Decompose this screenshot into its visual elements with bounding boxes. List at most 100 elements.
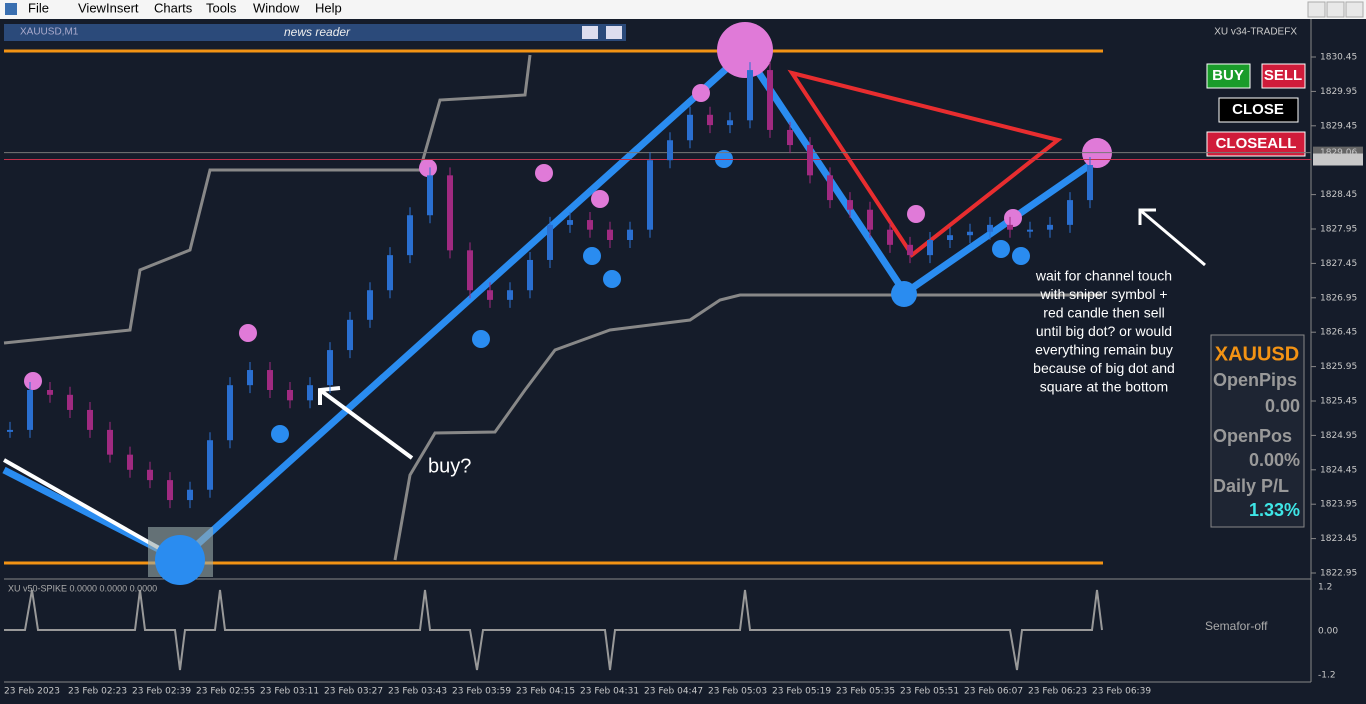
time-label: 23 Feb 04:47 bbox=[644, 687, 703, 697]
buy-label: BUY bbox=[1212, 67, 1244, 84]
buy-annotation: buy? bbox=[428, 455, 471, 477]
spike-line bbox=[4, 589, 1103, 671]
time-label: 23 Feb 05:03 bbox=[708, 687, 767, 697]
candle bbox=[247, 370, 253, 386]
menu-item[interactable]: Window bbox=[253, 0, 300, 15]
candle bbox=[47, 389, 53, 395]
time-label: 23 Feb 05:19 bbox=[772, 687, 831, 697]
candle bbox=[1087, 165, 1093, 201]
candle bbox=[807, 145, 813, 176]
time-label: 23 Feb 06:23 bbox=[1028, 687, 1087, 697]
price-tick-label: 1829.45 bbox=[1320, 121, 1357, 131]
time-label: 23 Feb 03:59 bbox=[452, 687, 511, 697]
candle bbox=[1027, 229, 1033, 232]
price-tick-label: 1823.45 bbox=[1320, 534, 1357, 544]
menu-item[interactable]: Help bbox=[315, 0, 342, 15]
candle bbox=[767, 70, 773, 130]
panel-daily-label: Daily P/L bbox=[1213, 476, 1289, 496]
panel-symbol: XAUUSD bbox=[1215, 343, 1299, 365]
close-label: CLOSE bbox=[1232, 101, 1284, 118]
candle bbox=[487, 290, 493, 300]
expert-label: XU v34-TRADEFX bbox=[1214, 27, 1297, 38]
candle bbox=[567, 220, 573, 225]
candle bbox=[587, 220, 593, 230]
time-label: 23 Feb 02:39 bbox=[132, 687, 191, 697]
buy-button[interactable] bbox=[1206, 63, 1251, 89]
candle bbox=[107, 429, 113, 455]
menu-item[interactable]: Charts bbox=[154, 0, 193, 15]
arrow-note bbox=[1139, 208, 1206, 267]
news-label: news reader bbox=[284, 25, 351, 39]
candle bbox=[607, 229, 613, 241]
candle bbox=[1067, 200, 1073, 225]
candle bbox=[1047, 224, 1053, 230]
candle bbox=[127, 454, 133, 470]
price-tick-label: 1824.95 bbox=[1320, 431, 1357, 441]
candle bbox=[1007, 224, 1013, 230]
menu-item[interactable]: View bbox=[78, 0, 107, 15]
close-button[interactable] bbox=[1218, 97, 1299, 123]
minimize[interactable] bbox=[1307, 1, 1326, 18]
candle bbox=[7, 429, 13, 432]
news-close[interactable] bbox=[606, 26, 622, 39]
panel-open-pips: 0.00 bbox=[1265, 396, 1300, 416]
close-window[interactable] bbox=[1345, 1, 1364, 18]
candle bbox=[167, 480, 173, 501]
arrow-head bbox=[1138, 208, 1156, 225]
menu-item[interactable]: File bbox=[28, 0, 49, 15]
symbol-label: XAUUSD,M1 bbox=[20, 27, 79, 38]
closeall-label: CLOSEALL bbox=[1216, 135, 1297, 152]
panel-open-pos-label: OpenPos bbox=[1213, 426, 1292, 446]
app-icon bbox=[5, 3, 17, 15]
candle bbox=[727, 120, 733, 126]
candle bbox=[147, 469, 153, 481]
note-line: until big dot? or would bbox=[1036, 323, 1172, 339]
candle bbox=[787, 129, 793, 146]
candle bbox=[547, 224, 553, 260]
closeall-button[interactable] bbox=[1206, 131, 1306, 157]
candle bbox=[467, 250, 473, 291]
sell-label: SELL bbox=[1264, 67, 1302, 84]
news-up[interactable] bbox=[582, 26, 598, 39]
price-tick-label: 1827.95 bbox=[1320, 225, 1357, 235]
time-label: 23 Feb 03:27 bbox=[324, 687, 383, 697]
bid-label: 1829.06 bbox=[1320, 148, 1357, 158]
candle bbox=[367, 290, 373, 320]
arrow-buy bbox=[318, 388, 414, 460]
candle bbox=[407, 215, 413, 256]
price-tick-label: 1825.95 bbox=[1320, 362, 1357, 372]
time-label: 23 Feb 2023 bbox=[4, 687, 60, 697]
candle bbox=[927, 240, 933, 256]
candle bbox=[347, 319, 353, 351]
candle bbox=[627, 229, 633, 241]
candle bbox=[287, 389, 293, 401]
time-label: 23 Feb 02:55 bbox=[196, 687, 255, 697]
price-tick-label: 1826.45 bbox=[1320, 328, 1357, 338]
time-label: 23 Feb 06:39 bbox=[1092, 687, 1151, 697]
candle bbox=[187, 489, 193, 501]
channel-lower bbox=[393, 293, 1103, 561]
restore[interactable] bbox=[1326, 1, 1345, 18]
red-triangle bbox=[787, 69, 1063, 258]
candle bbox=[967, 231, 973, 236]
time-label: 23 Feb 02:23 bbox=[68, 687, 127, 697]
candle bbox=[647, 160, 653, 230]
candle bbox=[887, 229, 893, 245]
sell-button[interactable] bbox=[1261, 63, 1306, 89]
price-tick-label: 1826.95 bbox=[1320, 293, 1357, 303]
candle bbox=[847, 200, 853, 210]
time-label: 23 Feb 04:15 bbox=[516, 687, 575, 697]
price-tick-label: 1827.45 bbox=[1320, 259, 1357, 269]
info-panel bbox=[1210, 334, 1305, 528]
chart-background bbox=[0, 19, 1366, 704]
candle bbox=[87, 409, 93, 430]
candle bbox=[387, 255, 393, 291]
candle bbox=[527, 259, 533, 291]
menu-item[interactable]: Tools bbox=[206, 0, 237, 15]
candle bbox=[987, 224, 993, 232]
candle bbox=[327, 350, 333, 386]
candle bbox=[687, 114, 693, 141]
price-tick-label: 1824.45 bbox=[1320, 465, 1357, 475]
menu-item[interactable]: Insert bbox=[106, 0, 139, 15]
time-label: 23 Feb 05:35 bbox=[836, 687, 895, 697]
